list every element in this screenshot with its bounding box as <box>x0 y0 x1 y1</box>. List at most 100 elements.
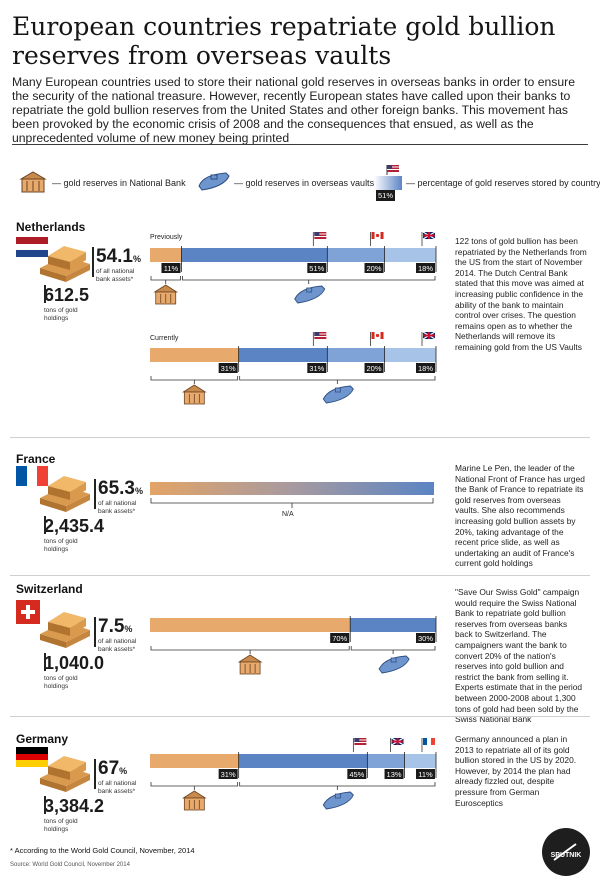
pct-label-bg <box>347 769 367 779</box>
bar-segment-united-kingdom <box>384 248 436 262</box>
switzerland-chart: 70% 30% <box>150 616 437 675</box>
legend-pct-tag: 51% <box>376 190 396 201</box>
section-divider <box>10 716 590 717</box>
pct-label: 31% <box>221 364 236 373</box>
sputnik-wordmark: SPUTNIK <box>551 852 582 859</box>
switzerland-description: "Save Our Swiss Gold" campaign would req… <box>455 587 583 725</box>
netherlands-pct: 54.1% <box>96 246 141 267</box>
bracket <box>44 653 46 671</box>
germany-pct: 67% <box>98 758 128 779</box>
switzerland-tons-sub: tons of gold holdings <box>44 675 78 690</box>
netherlands-previously-chart: 11% 51% 20% 18% <box>150 232 437 305</box>
country-name-germany: Germany <box>16 732 69 746</box>
bar-segment-united-kingdom <box>367 754 405 768</box>
bar-segment-united-states <box>181 248 328 262</box>
legend-overseas: — gold reserves in overseas vaults <box>234 178 375 188</box>
netherlands-tons: 612.5 <box>44 285 90 305</box>
pct-label: 13% <box>387 770 402 779</box>
bank-icon <box>153 284 179 305</box>
france-pct: 65.3% <box>98 478 143 499</box>
bracket <box>94 479 96 509</box>
netherlands-tons-sub: tons of gold holdings <box>44 307 78 322</box>
pct-label: 30% <box>418 634 433 643</box>
bar-segment-united-states <box>238 348 328 362</box>
overseas-bracket <box>350 646 436 651</box>
pct-label: 51% <box>309 264 324 273</box>
netherlands-flag-icon <box>16 237 48 261</box>
germany-description: Germany announced a plan in 2013 to repa… <box>455 734 577 808</box>
netherlands-description: 122 tons of gold bullion has been repatr… <box>455 236 587 352</box>
pct-label: 18% <box>418 364 433 373</box>
currently-label: Currently <box>150 335 179 342</box>
uk-flag-icon <box>421 332 436 346</box>
france-flag-icon <box>16 466 48 490</box>
pct-label: 31% <box>309 364 324 373</box>
pct-label-bg <box>364 263 384 273</box>
switzerland-tons: 1,040.0 <box>44 653 105 673</box>
footnote: * According to the World Gold Council, N… <box>10 846 195 855</box>
pct-label: 20% <box>367 264 382 273</box>
us-flag-icon <box>312 232 327 246</box>
france-bar <box>150 482 434 495</box>
legend-national: — gold reserves in National Bank <box>52 178 186 188</box>
netherlands-currently-chart: 31% 31% 20% 18% <box>150 332 437 405</box>
country-name-switzerland: Switzerland <box>16 582 83 596</box>
netherlands-pct-sub: of all national bank assets* <box>96 268 135 283</box>
france-tons-sub: tons of gold holdings <box>44 538 78 553</box>
germany-pct-sub: of all national bank assets* <box>98 780 137 795</box>
bank-icon <box>237 654 263 675</box>
national-bracket <box>150 646 350 651</box>
bar-segment-national-bank <box>150 618 351 632</box>
overseas-bracket <box>182 276 436 281</box>
page-title: European countries repatriate gold bulli… <box>12 12 556 70</box>
pct-label: 18% <box>418 264 433 273</box>
bar-segment-national-bank <box>150 348 239 362</box>
pct-label-bg <box>416 769 435 779</box>
bar-segment-canada <box>327 248 385 262</box>
france-pct-sub: of all national bank assets* <box>98 500 137 515</box>
switzerland-pct-sub: of all national bank assets* <box>98 638 137 653</box>
pct-label: 20% <box>367 364 382 373</box>
country-name-france: France <box>16 452 56 466</box>
bracket <box>44 285 46 303</box>
gold-bar-icon <box>36 468 94 518</box>
section-divider <box>10 437 590 438</box>
submarine-icon <box>378 655 410 674</box>
overseas-bracket <box>239 782 436 787</box>
germany-tons-sub: tons of gold holdings <box>44 818 78 833</box>
pct-label: 70% <box>332 634 347 643</box>
pct-label: 31% <box>221 770 236 779</box>
national-bracket <box>150 782 239 787</box>
france-na: N/A <box>282 511 294 518</box>
submarine-icon <box>294 285 326 304</box>
pct-label-bg <box>218 769 238 779</box>
section-divider <box>10 575 590 576</box>
bar-segment-canada <box>327 348 385 362</box>
pct-label-bg <box>161 263 181 273</box>
pct-label: 45% <box>349 770 364 779</box>
bar-segment-united-states <box>238 754 368 768</box>
bank-icon <box>181 790 207 811</box>
legend-flag-icon <box>386 160 400 179</box>
uk-flag-icon <box>421 232 436 246</box>
germany-tons: 3,384.2 <box>44 796 105 816</box>
gold-bar-icon <box>36 604 94 654</box>
pct-label-bg <box>307 363 327 373</box>
pct-label: 11% <box>164 264 179 273</box>
france-tons: 2,435.4 <box>44 516 105 536</box>
national-bracket <box>150 376 239 381</box>
divider <box>12 144 588 145</box>
country-name-netherlands: Netherlands <box>16 220 86 234</box>
france-bracket <box>150 498 434 508</box>
bar-segment-united-kingdom <box>384 348 436 362</box>
pct-label-bg <box>416 263 435 273</box>
overseas-bracket <box>239 376 436 381</box>
bracket <box>94 617 96 647</box>
bracket <box>94 759 96 789</box>
france-description: Marine Le Pen, the leader of the Nationa… <box>455 463 585 569</box>
us-flag-icon <box>352 738 367 752</box>
pct-label-bg <box>416 633 435 643</box>
bracket <box>44 516 46 534</box>
pct-label-bg <box>330 633 350 643</box>
bar-segment-france <box>404 754 436 768</box>
